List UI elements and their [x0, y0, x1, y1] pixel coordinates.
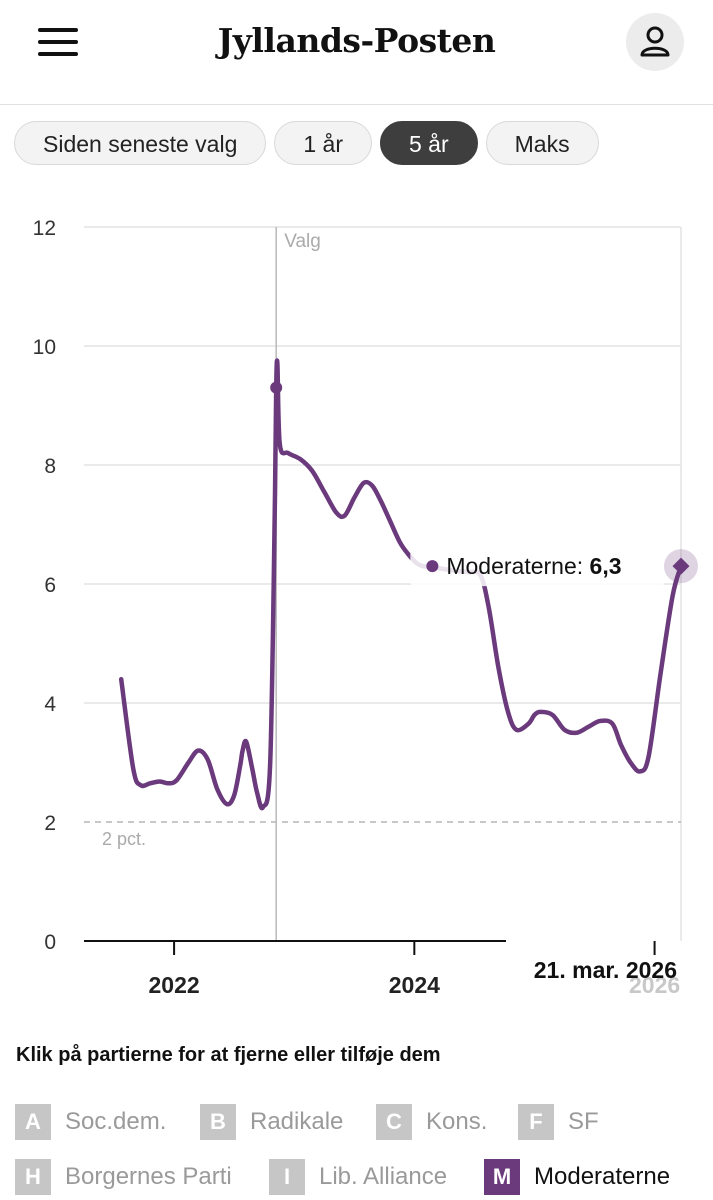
y-tick-label: 8 — [44, 455, 56, 478]
tooltip-series-name: Moderaterne: — [446, 553, 589, 579]
legend-key: M — [484, 1159, 520, 1195]
current-date-label: 21. mar. 2026 — [534, 957, 677, 983]
legend-item-sf[interactable]: F SF — [518, 1104, 599, 1140]
legend-item-kons[interactable]: C Kons. — [376, 1104, 487, 1140]
legend-key: B — [200, 1104, 236, 1140]
legend-item-lib-alliance[interactable]: I Lib. Alliance — [269, 1159, 447, 1195]
x-tick-label: 2022 — [149, 972, 200, 998]
legend-label: Borgernes Parti — [65, 1163, 232, 1190]
time-range-filters: Siden seneste valg 1 år 5 år Maks — [14, 121, 599, 167]
legend-label: SF — [568, 1108, 599, 1135]
legend-title: Klik på partierne for at fjerne eller ti… — [16, 1044, 441, 1066]
tooltip-point — [426, 560, 439, 573]
site-header: Jyllands-Posten — [0, 0, 713, 105]
legend-label: Kons. — [426, 1108, 488, 1135]
filter-since-last-election[interactable]: Siden seneste valg — [14, 121, 267, 165]
filter-1-year[interactable]: 1 år — [274, 121, 372, 165]
tooltip-background — [410, 546, 665, 587]
legend-item-socdem[interactable]: A Soc.dem. — [15, 1104, 166, 1140]
legend-key: C — [376, 1104, 412, 1140]
legend-key: F — [518, 1104, 554, 1140]
y-tick-label: 4 — [44, 693, 56, 716]
y-tick-label: 0 — [44, 931, 56, 954]
brand-logo[interactable]: Jyllands-Posten — [217, 21, 496, 60]
y-tick-label: 6 — [44, 574, 56, 597]
user-icon — [640, 26, 670, 57]
y-tick-label: 2 — [44, 812, 56, 835]
legend-key: A — [15, 1104, 51, 1140]
election-label: Valg — [284, 231, 321, 252]
series-line-moderaterne — [118, 358, 684, 811]
y-tick-label: 10 — [33, 336, 56, 359]
legend-key: H — [15, 1159, 51, 1195]
hamburger-menu-icon[interactable] — [38, 26, 80, 58]
tooltip-text: Moderaterne: 6,3 — [446, 553, 621, 579]
legend-key: I — [269, 1159, 305, 1195]
legend-label: Radikale — [250, 1108, 344, 1135]
filter-5-years[interactable]: 5 år — [380, 121, 478, 165]
data-point — [270, 381, 283, 394]
filter-max[interactable]: Maks — [485, 121, 599, 165]
legend-item-moderaterne[interactable]: M Moderaterne — [484, 1159, 670, 1195]
legend-label: Moderaterne — [534, 1163, 671, 1190]
legend-item-borgernes-parti[interactable]: H Borgernes Parti — [15, 1159, 232, 1195]
legend-item-radikale[interactable]: B Radikale — [200, 1104, 343, 1140]
legend-label: Soc.dem. — [65, 1108, 167, 1135]
x-tick-label: 2024 — [389, 972, 440, 998]
legend-label: Lib. Alliance — [319, 1163, 448, 1190]
tooltip-value: 6,3 — [590, 553, 622, 579]
x-tick-label: 2026 — [629, 972, 680, 998]
y-tick-label: 12 — [33, 217, 56, 240]
party-legend: A Soc.dem. B Radikale C Kons. F SF H Bor… — [0, 1100, 713, 1200]
user-button[interactable] — [626, 13, 684, 71]
threshold-label: 2 pct. — [102, 829, 146, 849]
current-value-marker — [672, 557, 690, 575]
